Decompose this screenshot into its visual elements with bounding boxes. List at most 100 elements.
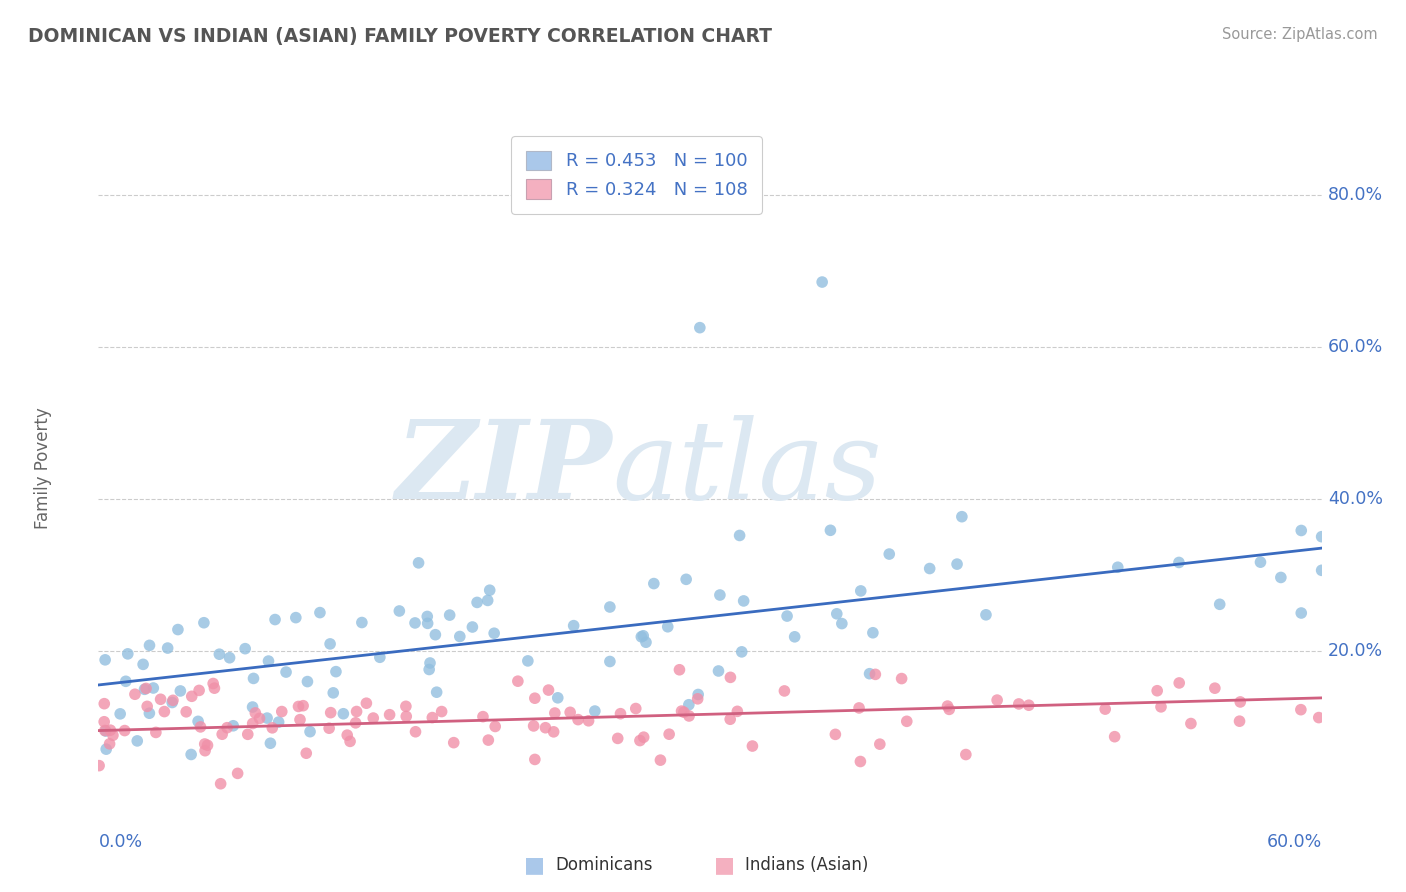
Point: [1229, 714, 1251, 729]
Point: [226, 766, 249, 780]
Point: [465, 595, 488, 609]
Point: [643, 576, 665, 591]
Point: [560, 706, 582, 720]
Point: [114, 674, 136, 689]
Point: [938, 702, 960, 716]
Point: [671, 704, 693, 718]
Point: [194, 737, 217, 751]
Point: [209, 777, 232, 791]
Point: [877, 547, 900, 561]
Point: [156, 641, 179, 656]
Point: [439, 608, 461, 623]
Point: [405, 724, 427, 739]
Point: [188, 683, 211, 698]
Point: [117, 647, 139, 661]
Point: [650, 753, 672, 767]
Point: [169, 684, 191, 698]
Point: [135, 681, 157, 696]
Point: [657, 620, 679, 634]
Point: [233, 641, 256, 656]
Point: [418, 663, 440, 677]
Point: [217, 721, 239, 735]
Point: [936, 699, 959, 714]
Point: [950, 509, 973, 524]
Point: [831, 616, 853, 631]
Point: [299, 724, 322, 739]
Point: [1310, 530, 1333, 544]
Point: [1167, 556, 1189, 570]
Point: [284, 610, 307, 624]
Point: [270, 705, 292, 719]
Point: [678, 709, 700, 723]
Point: [461, 620, 484, 634]
Point: [162, 693, 184, 707]
Point: [425, 628, 447, 642]
Point: [242, 672, 264, 686]
Point: [449, 630, 471, 644]
Text: Family Poverty: Family Poverty: [34, 408, 52, 529]
Point: [1150, 699, 1173, 714]
Point: [986, 693, 1008, 707]
Point: [1229, 695, 1251, 709]
Point: [955, 747, 977, 762]
Point: [361, 711, 384, 725]
Point: [297, 674, 319, 689]
Point: [1008, 697, 1031, 711]
Text: 20.0%: 20.0%: [1327, 641, 1384, 660]
Point: [848, 701, 870, 715]
Point: [288, 713, 311, 727]
Point: [1180, 716, 1202, 731]
Point: [245, 706, 267, 720]
Point: [267, 715, 290, 730]
Point: [292, 698, 315, 713]
Text: Source: ZipAtlas.com: Source: ZipAtlas.com: [1222, 27, 1378, 42]
Point: [287, 699, 309, 714]
Point: [675, 572, 697, 586]
Point: [211, 727, 233, 741]
Point: [776, 609, 799, 624]
Point: [134, 682, 156, 697]
Point: [862, 625, 884, 640]
Point: [583, 704, 606, 718]
Point: [1270, 570, 1292, 584]
Point: [93, 714, 115, 729]
Text: 60.0%: 60.0%: [1267, 833, 1322, 851]
Point: [537, 683, 560, 698]
Point: [430, 705, 453, 719]
Point: [153, 705, 176, 719]
Point: [484, 719, 506, 733]
Point: [544, 706, 567, 720]
Point: [264, 613, 287, 627]
Point: [918, 561, 941, 575]
Point: [325, 665, 347, 679]
Point: [1289, 703, 1312, 717]
Point: [132, 657, 155, 672]
Point: [741, 739, 763, 753]
Point: [628, 733, 651, 747]
Point: [208, 647, 231, 661]
Point: [689, 320, 711, 334]
Point: [87, 758, 110, 772]
Text: 80.0%: 80.0%: [1327, 186, 1384, 203]
Point: [634, 635, 657, 649]
Point: [599, 599, 621, 614]
Text: DOMINICAN VS INDIAN (ASIAN) FAMILY POVERTY CORRELATION CHART: DOMINICAN VS INDIAN (ASIAN) FAMILY POVER…: [28, 27, 772, 45]
Point: [420, 710, 443, 724]
Point: [718, 712, 741, 726]
Point: [523, 691, 546, 706]
Point: [1094, 702, 1116, 716]
Point: [686, 691, 709, 706]
Point: [1209, 597, 1232, 611]
Point: [319, 706, 342, 720]
Point: [783, 630, 806, 644]
Text: ZIP: ZIP: [395, 415, 612, 522]
Point: [136, 699, 159, 714]
Point: [124, 687, 146, 701]
Point: [318, 721, 340, 735]
Text: Dominicans: Dominicans: [555, 856, 652, 874]
Point: [478, 583, 501, 598]
Point: [482, 626, 505, 640]
Point: [858, 666, 880, 681]
Point: [718, 670, 742, 684]
Point: [249, 711, 271, 725]
